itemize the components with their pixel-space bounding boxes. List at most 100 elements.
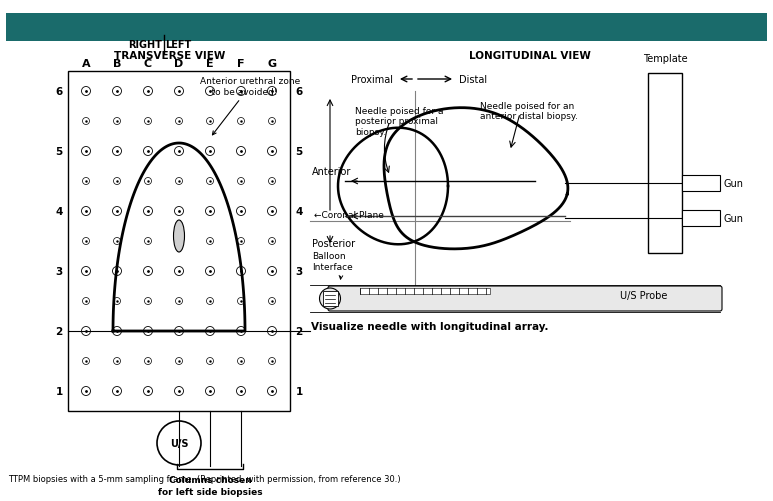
Text: 5: 5: [56, 147, 63, 157]
Circle shape: [206, 118, 213, 125]
Text: 4: 4: [295, 206, 303, 216]
Circle shape: [206, 238, 213, 245]
Text: 1: 1: [295, 386, 302, 396]
Circle shape: [237, 298, 244, 305]
Circle shape: [206, 358, 213, 365]
Text: 2: 2: [295, 326, 302, 336]
Circle shape: [237, 267, 246, 276]
Circle shape: [237, 387, 246, 396]
Circle shape: [81, 327, 90, 336]
Circle shape: [114, 358, 121, 365]
Text: 2: 2: [56, 326, 63, 336]
Circle shape: [237, 358, 244, 365]
Circle shape: [145, 358, 152, 365]
Circle shape: [206, 327, 214, 336]
Text: 6: 6: [295, 87, 302, 97]
Circle shape: [268, 358, 275, 365]
Circle shape: [237, 178, 244, 185]
Text: ←Coronal Plane: ←Coronal Plane: [314, 210, 384, 219]
Circle shape: [319, 289, 340, 310]
Circle shape: [267, 147, 277, 156]
Text: Balloon
Interface: Balloon Interface: [312, 252, 352, 280]
Text: G: G: [267, 59, 277, 69]
Circle shape: [83, 178, 90, 185]
Text: Needle poised for an
anterior distal biopsy.: Needle poised for an anterior distal bio…: [480, 102, 578, 121]
Circle shape: [113, 327, 121, 336]
Circle shape: [206, 147, 214, 156]
Circle shape: [81, 387, 90, 396]
Circle shape: [267, 387, 277, 396]
Circle shape: [267, 87, 277, 96]
Circle shape: [175, 87, 183, 96]
Circle shape: [206, 387, 214, 396]
Circle shape: [267, 327, 277, 336]
Text: 5: 5: [295, 147, 302, 157]
Circle shape: [267, 267, 277, 276]
Bar: [323, 291, 338, 306]
Circle shape: [268, 118, 275, 125]
Circle shape: [83, 238, 90, 245]
Circle shape: [81, 147, 90, 156]
Circle shape: [157, 421, 201, 465]
Circle shape: [267, 207, 277, 216]
Text: RIGHT: RIGHT: [128, 40, 162, 50]
Circle shape: [206, 178, 213, 185]
Circle shape: [175, 147, 183, 156]
Bar: [682, 210, 720, 226]
Text: D: D: [175, 59, 184, 69]
Circle shape: [145, 118, 152, 125]
Circle shape: [206, 207, 214, 216]
Bar: [360, 289, 490, 295]
Text: 4: 4: [56, 206, 63, 216]
Text: for left side biopsies: for left side biopsies: [158, 487, 262, 496]
Bar: [682, 176, 720, 191]
Text: Gun: Gun: [724, 213, 744, 223]
Text: E: E: [206, 59, 214, 69]
Circle shape: [175, 178, 182, 185]
Bar: [68, 72, 290, 411]
FancyBboxPatch shape: [328, 287, 722, 312]
Circle shape: [175, 298, 182, 305]
Circle shape: [113, 207, 121, 216]
Circle shape: [81, 207, 90, 216]
Text: U/S: U/S: [170, 438, 189, 448]
Text: 3: 3: [56, 267, 63, 277]
Circle shape: [114, 118, 121, 125]
Circle shape: [175, 118, 182, 125]
Circle shape: [175, 327, 183, 336]
Circle shape: [81, 87, 90, 96]
Circle shape: [113, 267, 121, 276]
Circle shape: [83, 358, 90, 365]
Circle shape: [83, 298, 90, 305]
Circle shape: [237, 327, 246, 336]
Circle shape: [144, 387, 152, 396]
Text: Anterior: Anterior: [312, 167, 352, 177]
Circle shape: [237, 147, 246, 156]
Text: Anterior urethral zone
    to be avoided!: Anterior urethral zone to be avoided!: [200, 77, 300, 136]
Circle shape: [175, 207, 183, 216]
Circle shape: [237, 87, 246, 96]
Circle shape: [144, 267, 152, 276]
Text: Visualize needle with longitudinal array.: Visualize needle with longitudinal array…: [312, 321, 549, 331]
Circle shape: [268, 298, 275, 305]
Circle shape: [206, 298, 213, 305]
Text: TRANSVERSE VIEW: TRANSVERSE VIEW: [114, 51, 226, 61]
Text: TTPM biopsies with a 5-mm sampling frame. (Reprinted, with permission, from refe: TTPM biopsies with a 5-mm sampling frame…: [8, 474, 400, 483]
Circle shape: [175, 387, 183, 396]
Ellipse shape: [173, 220, 185, 253]
Text: F: F: [237, 59, 245, 69]
Circle shape: [237, 207, 246, 216]
Circle shape: [114, 298, 121, 305]
Circle shape: [268, 238, 275, 245]
Circle shape: [175, 267, 183, 276]
Circle shape: [206, 87, 214, 96]
Circle shape: [237, 118, 244, 125]
Circle shape: [144, 87, 152, 96]
Text: Distal: Distal: [459, 75, 487, 85]
Circle shape: [113, 87, 121, 96]
Circle shape: [113, 387, 121, 396]
Text: Posterior: Posterior: [312, 238, 355, 248]
Circle shape: [81, 267, 90, 276]
Circle shape: [144, 207, 152, 216]
Text: LONGITUDINAL VIEW: LONGITUDINAL VIEW: [469, 51, 591, 61]
